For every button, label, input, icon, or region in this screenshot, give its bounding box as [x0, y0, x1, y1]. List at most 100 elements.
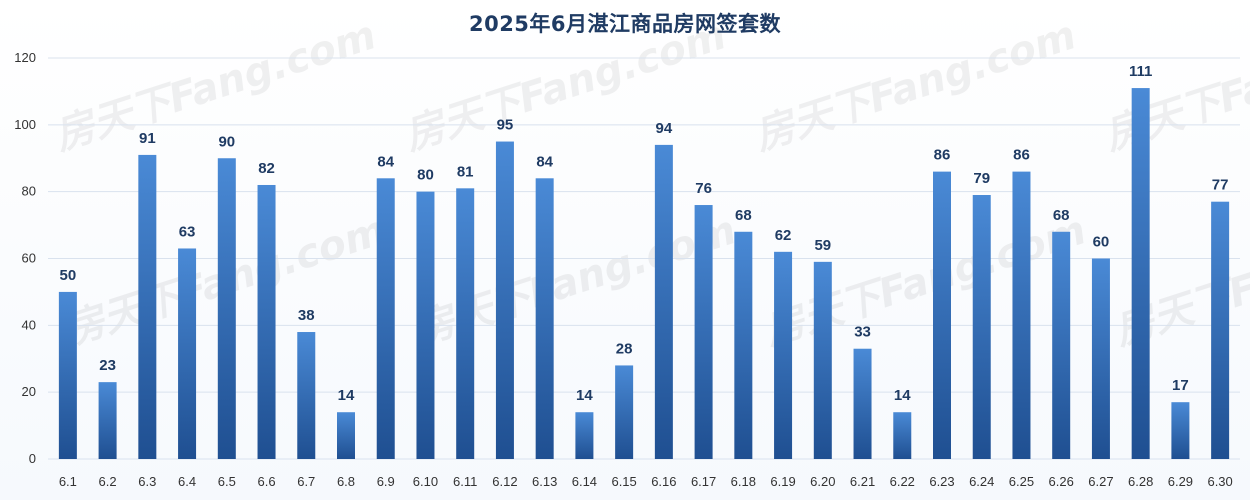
- data-label: 68: [1053, 207, 1070, 224]
- bar-6.5: [217, 158, 236, 459]
- x-tick-label: 6.21: [850, 474, 875, 489]
- x-tick-label: 6.8: [337, 474, 355, 489]
- x-tick-label: 6.12: [492, 474, 517, 489]
- x-tick-label: 6.23: [929, 474, 954, 489]
- x-tick-label: 6.20: [810, 474, 835, 489]
- x-tick-label: 6.4: [178, 474, 196, 489]
- x-tick-label: 6.2: [99, 474, 117, 489]
- bar-6.11: [456, 188, 475, 459]
- data-label: 79: [973, 170, 990, 187]
- bar-6.22: [893, 412, 912, 459]
- data-label: 59: [814, 237, 831, 254]
- bar-6.12: [495, 141, 514, 459]
- bar-6.13: [535, 178, 554, 460]
- x-tick-label: 6.24: [969, 474, 994, 489]
- x-tick-label: 6.7: [297, 474, 315, 489]
- bar-6.2: [98, 382, 117, 459]
- bar-6.28: [1131, 88, 1150, 459]
- y-tick-label: 120: [14, 50, 36, 65]
- x-tick-label: 6.16: [651, 474, 676, 489]
- data-label: 84: [377, 153, 394, 170]
- bar-6.6: [257, 184, 276, 459]
- bar-6.30: [1211, 201, 1230, 460]
- bar-6.3: [138, 154, 157, 460]
- data-label: 111: [1129, 63, 1152, 80]
- x-tick-label: 6.29: [1168, 474, 1193, 489]
- data-label: 17: [1172, 377, 1189, 394]
- data-label: 76: [695, 180, 712, 197]
- y-tick-label: 60: [22, 251, 36, 266]
- y-axis: 0 20 40 60 80 100 120: [14, 50, 36, 466]
- x-tick-label: 6.19: [770, 474, 795, 489]
- gridlines: [48, 57, 1240, 460]
- x-tick-label: 6.9: [377, 474, 395, 489]
- x-tick-label: 6.27: [1088, 474, 1113, 489]
- x-tick-label: 6.1: [59, 474, 77, 489]
- data-label: 77: [1212, 177, 1229, 194]
- data-label: 86: [1013, 147, 1030, 164]
- bar-6.10: [416, 191, 435, 459]
- data-label: 14: [576, 387, 593, 404]
- data-label: 62: [775, 227, 792, 244]
- bar-6.15: [615, 365, 634, 459]
- bar-6.17: [694, 205, 713, 459]
- data-label: 60: [1093, 234, 1110, 251]
- x-tick-label: 6.28: [1128, 474, 1153, 489]
- data-label: 63: [179, 223, 196, 240]
- x-tick-label: 6.6: [257, 474, 275, 489]
- x-tick-label: 6.30: [1207, 474, 1232, 489]
- data-label: 38: [298, 307, 315, 324]
- data-label: 23: [99, 357, 116, 374]
- bar-6.9: [376, 178, 395, 460]
- bar-6.26: [1052, 231, 1071, 459]
- bar-6.8: [337, 412, 355, 459]
- data-label: 90: [218, 133, 235, 150]
- x-tick-label: 6.22: [890, 474, 915, 489]
- bar-6.27: [1091, 258, 1110, 459]
- bars: [58, 88, 1230, 460]
- y-tick-label: 20: [22, 384, 36, 399]
- x-tick-label: 6.15: [611, 474, 636, 489]
- x-tick-label: 6.13: [532, 474, 557, 489]
- x-tick-label: 6.17: [691, 474, 716, 489]
- chart-title: 2025年6月湛江商品房网签套数: [468, 12, 782, 36]
- watermark-text: 房天下Fang.com: [758, 207, 1092, 355]
- data-label: 81: [457, 163, 474, 180]
- x-tick-label: 6.14: [572, 474, 597, 489]
- bar-6.4: [178, 248, 197, 459]
- bar-6.7: [297, 332, 316, 459]
- data-label: 68: [735, 207, 752, 224]
- data-label: 95: [497, 117, 514, 134]
- bar-6.16: [654, 144, 673, 459]
- data-label: 14: [894, 387, 911, 404]
- x-tick-label: 6.25: [1009, 474, 1034, 489]
- bar-6.19: [774, 251, 793, 459]
- data-label: 94: [656, 120, 673, 137]
- data-label: 50: [60, 267, 77, 284]
- x-tick-label: 6.5: [218, 474, 236, 489]
- bar-6.23: [933, 171, 951, 459]
- bar-6.25: [1012, 171, 1031, 459]
- data-label: 86: [934, 147, 951, 164]
- y-tick-label: 80: [22, 184, 36, 199]
- x-axis: 6.1 6.2 6.3 6.4 6.5 6.6 6.7 6.8 6.9 6.10 6.11 6.12 6…: [59, 474, 1233, 489]
- x-tick-label: 6.11: [453, 474, 477, 489]
- y-tick-label: 100: [14, 117, 36, 132]
- data-label: 28: [616, 340, 633, 357]
- bar-6.21: [853, 348, 872, 459]
- bar-6.14: [575, 412, 594, 459]
- bar-6.24: [972, 195, 991, 459]
- bar-6.20: [813, 261, 832, 459]
- data-labels: 50 23 91 63 90 82 38 14 84 80 81 95 84 14 28 94 76 68 62 59…: [60, 63, 1229, 404]
- bar-6.18: [734, 231, 753, 459]
- y-tick-label: 40: [22, 317, 36, 332]
- x-tick-label: 6.18: [731, 474, 756, 489]
- data-label: 80: [417, 167, 434, 184]
- data-label: 82: [258, 160, 275, 177]
- data-label: 14: [338, 387, 355, 404]
- data-label: 84: [536, 153, 553, 170]
- y-tick-label: 0: [29, 451, 36, 466]
- data-label: 91: [139, 130, 156, 147]
- x-tick-label: 6.3: [138, 474, 156, 489]
